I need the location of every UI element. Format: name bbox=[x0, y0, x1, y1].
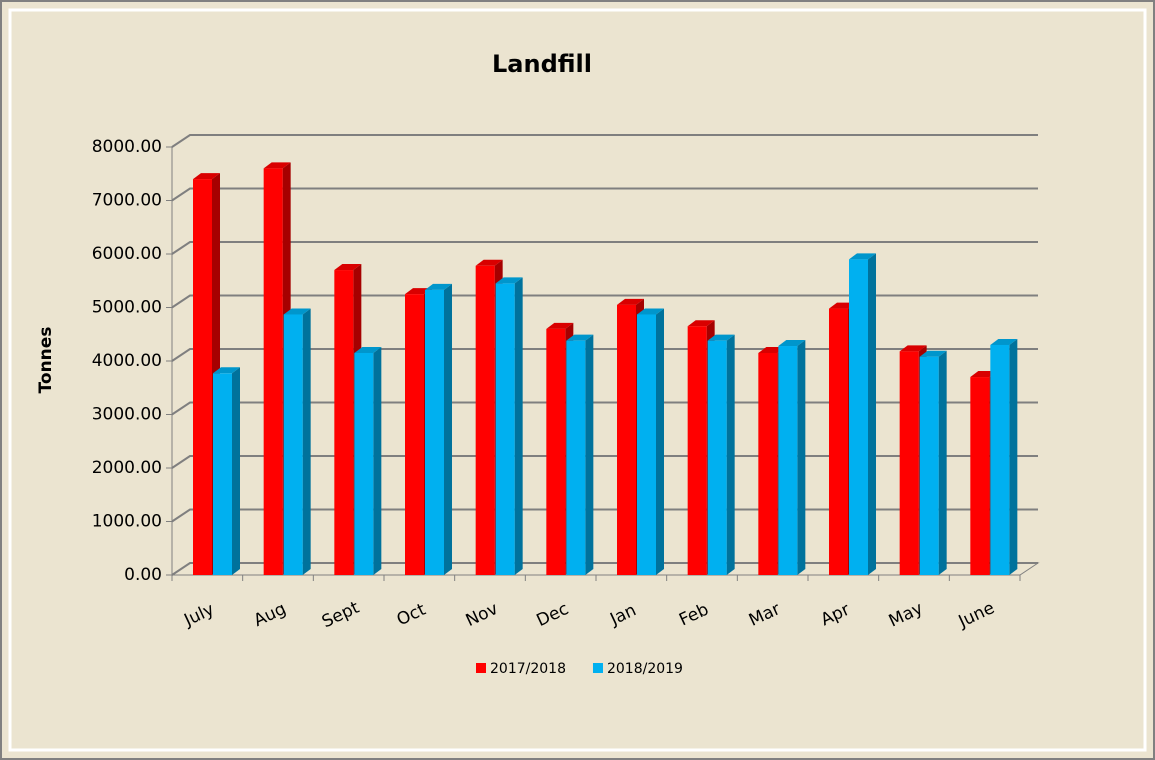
grid-line bbox=[171, 134, 1038, 148]
bar-side bbox=[797, 340, 806, 575]
bar bbox=[849, 259, 868, 575]
bar-top bbox=[778, 340, 806, 347]
y-tick-label: 8000.00 bbox=[92, 137, 162, 157]
y-tick-label: 3000.00 bbox=[92, 405, 162, 425]
grid-line bbox=[171, 401, 1038, 416]
bar bbox=[546, 328, 566, 575]
bar bbox=[495, 283, 515, 575]
grid-line bbox=[171, 348, 1038, 362]
bar-side bbox=[1009, 338, 1018, 575]
grid-line bbox=[171, 508, 1038, 523]
bar bbox=[213, 373, 232, 575]
bar-top bbox=[617, 298, 644, 305]
bar bbox=[405, 294, 424, 575]
bar-top bbox=[495, 277, 523, 284]
y-tick-label: 1000.00 bbox=[92, 512, 162, 532]
bar-top bbox=[687, 320, 715, 327]
bar bbox=[475, 265, 495, 575]
bar-side bbox=[726, 334, 735, 575]
bar-top bbox=[283, 308, 311, 315]
bar-top bbox=[707, 334, 735, 341]
bar bbox=[283, 314, 303, 575]
bar-top bbox=[354, 346, 382, 353]
bar-top bbox=[637, 308, 664, 315]
grid-line bbox=[171, 455, 1038, 469]
bar-top bbox=[899, 345, 927, 352]
bar bbox=[687, 326, 707, 575]
bar bbox=[758, 352, 778, 575]
bar bbox=[425, 289, 444, 575]
bar bbox=[193, 179, 212, 575]
bar bbox=[778, 346, 798, 575]
chart-title: Landfill bbox=[492, 50, 592, 78]
bar-top bbox=[990, 338, 1018, 345]
y-tick-label: 0.00 bbox=[124, 565, 162, 585]
bar-top bbox=[334, 264, 362, 271]
grid-line bbox=[171, 187, 1038, 202]
y-tick-label: 4000.00 bbox=[92, 351, 162, 371]
grid-line bbox=[171, 294, 1038, 309]
legend-label: 2018/2019 bbox=[607, 661, 683, 677]
bar-top bbox=[919, 350, 947, 357]
bar-side bbox=[232, 367, 240, 575]
bar-top bbox=[425, 283, 452, 290]
bar-top bbox=[193, 173, 220, 180]
bar-side bbox=[938, 350, 947, 575]
bar-side bbox=[656, 308, 664, 575]
bar bbox=[617, 304, 636, 575]
bar bbox=[899, 351, 919, 575]
grid-line bbox=[171, 241, 1038, 255]
bar bbox=[637, 314, 656, 575]
bar bbox=[334, 270, 354, 575]
legend-swatch bbox=[592, 663, 603, 673]
bar-top bbox=[546, 322, 574, 329]
y-axis-label: Tonnes bbox=[36, 327, 56, 394]
y-tick-label: 2000.00 bbox=[92, 458, 162, 478]
bar-side bbox=[373, 346, 382, 575]
bar-side bbox=[302, 308, 311, 575]
bar bbox=[990, 344, 1010, 575]
bar bbox=[707, 340, 727, 575]
bar-side bbox=[514, 277, 523, 575]
y-tick-label: 5000.00 bbox=[92, 298, 162, 318]
inner-frame bbox=[8, 8, 1147, 752]
legend-swatch bbox=[476, 663, 486, 673]
y-tick-label: 7000.00 bbox=[92, 191, 162, 211]
bar-side bbox=[868, 253, 876, 575]
bar-top bbox=[849, 253, 876, 260]
grid-line bbox=[171, 562, 1038, 576]
bar bbox=[970, 377, 990, 575]
bar bbox=[919, 356, 939, 575]
bar-top bbox=[213, 367, 240, 374]
legend-label: 2017/2018 bbox=[490, 661, 566, 677]
bar bbox=[263, 168, 283, 575]
bar-side bbox=[585, 334, 594, 575]
y-tick-label: 6000.00 bbox=[92, 244, 162, 264]
bar-side bbox=[444, 283, 452, 575]
bar bbox=[829, 308, 848, 575]
bar-top bbox=[263, 162, 291, 169]
bar bbox=[566, 340, 586, 575]
bar-top bbox=[566, 334, 594, 341]
bar-top bbox=[475, 259, 503, 266]
bar bbox=[354, 352, 374, 575]
